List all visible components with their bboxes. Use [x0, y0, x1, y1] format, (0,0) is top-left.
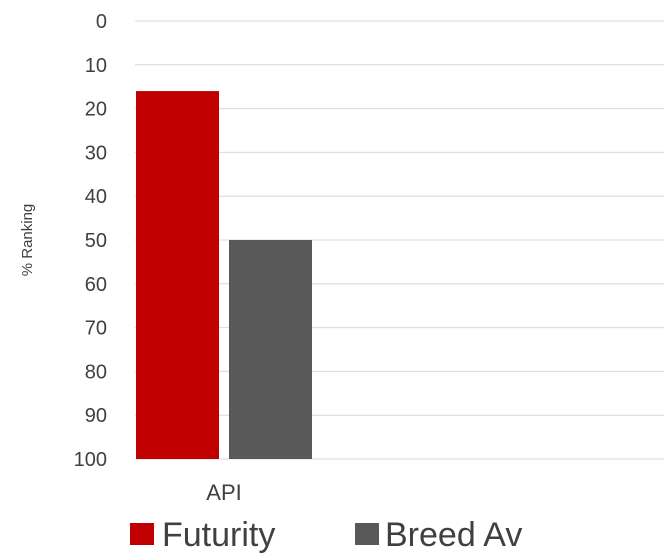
y-tick-label: 50	[85, 230, 107, 252]
legend-swatch	[355, 523, 379, 545]
bar-breed-av	[229, 240, 312, 459]
x-category-label: API	[206, 480, 241, 505]
y-tick-label: 70	[85, 318, 107, 340]
y-tick-label: 80	[85, 361, 107, 383]
legend: Futurity Breed Av	[130, 516, 522, 553]
x-axis-categories: API	[206, 480, 241, 505]
y-tick-label: 30	[85, 142, 107, 164]
bars	[136, 91, 312, 459]
y-axis-label: % Ranking	[19, 204, 36, 277]
y-tick-label: 90	[85, 405, 107, 427]
y-tick-label: 40	[85, 186, 107, 208]
legend-label: Breed Av	[385, 516, 522, 553]
gridlines	[135, 20, 664, 460]
y-tick-label: 10	[85, 55, 107, 77]
y-tick-label: 60	[85, 274, 107, 296]
y-axis-ticks: 0 10 20 30 40 50 60 70 80 90 100	[74, 11, 107, 471]
y-tick-label: 0	[96, 11, 107, 33]
y-tick-label: 100	[74, 449, 107, 471]
y-tick-label: 20	[85, 99, 107, 121]
legend-swatch	[130, 523, 154, 545]
legend-label: Futurity	[162, 516, 275, 553]
bar-futurity	[136, 91, 219, 459]
